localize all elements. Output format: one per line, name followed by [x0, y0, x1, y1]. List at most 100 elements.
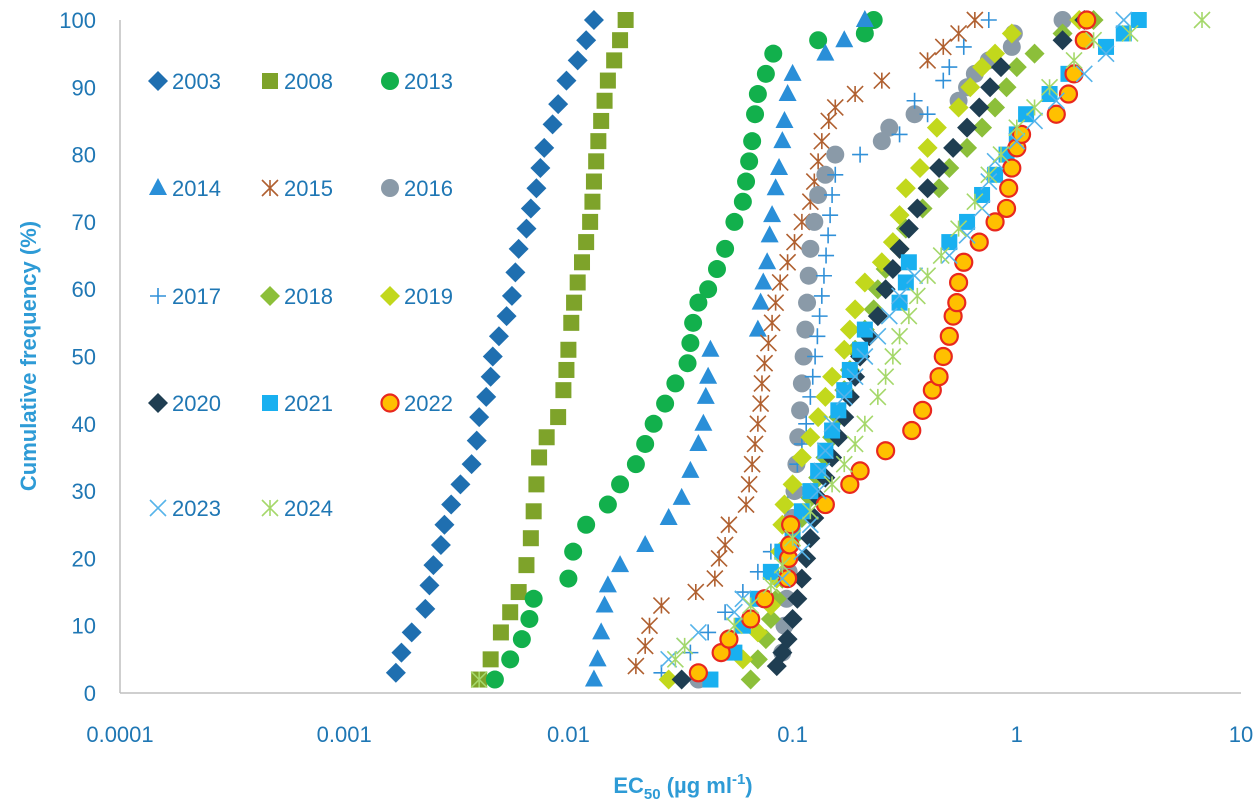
data-point [909, 158, 930, 179]
data-point [822, 207, 839, 224]
data-point [737, 495, 755, 514]
data-point [850, 461, 870, 481]
data-point [611, 475, 630, 494]
data-point [959, 213, 976, 230]
data-point [694, 413, 713, 431]
data-point [391, 642, 412, 663]
legend-item: 2022 [380, 391, 453, 416]
data-point [826, 145, 845, 164]
data-point [760, 608, 781, 629]
data-point [759, 334, 777, 352]
data-point [725, 212, 744, 231]
data-point [505, 262, 526, 283]
data-point [798, 293, 817, 312]
y-tick-label: 30 [72, 479, 96, 504]
data-point [1121, 24, 1139, 43]
data-point [763, 205, 782, 223]
data-point [1065, 51, 1083, 69]
data-point [808, 407, 829, 428]
data-point [560, 341, 577, 358]
data-point [969, 232, 989, 252]
data-point [450, 474, 471, 495]
data-point [856, 321, 873, 338]
data-point [891, 327, 909, 345]
data-point [583, 10, 604, 30]
data-point [846, 435, 864, 453]
data-point [599, 72, 616, 89]
legend-item: 2013 [381, 69, 453, 94]
data-point [798, 415, 815, 432]
data-point [919, 51, 937, 69]
data-point [720, 516, 738, 534]
data-point [801, 502, 819, 520]
data-point [827, 166, 844, 183]
y-tick-label: 60 [72, 277, 96, 302]
data-point [508, 238, 529, 259]
data-point [876, 441, 896, 461]
data-point [809, 482, 827, 500]
series-2013 [485, 11, 883, 689]
x-axis-title-main: EC [613, 773, 644, 798]
data-point [430, 534, 451, 555]
data-point [872, 132, 891, 151]
legend-marker [381, 179, 399, 197]
data-point [566, 294, 583, 311]
x-tick-label: 0.0001 [86, 722, 153, 747]
data-point [717, 604, 734, 621]
data-point [826, 98, 844, 117]
data-point [476, 386, 497, 407]
series-2024 [470, 11, 1211, 689]
legend-marker [150, 288, 166, 304]
legend-marker [261, 179, 279, 197]
data-point [791, 447, 812, 468]
series-2019 [658, 10, 1090, 690]
data-point [906, 267, 924, 285]
data-point [1085, 31, 1103, 49]
data-point [880, 307, 898, 325]
data-point [900, 307, 918, 325]
data-point [947, 293, 967, 313]
data-point [856, 415, 874, 433]
data-point [889, 238, 910, 259]
data-point [804, 368, 821, 385]
data-point [488, 326, 509, 347]
data-point [929, 158, 950, 179]
data-point [900, 254, 917, 271]
data-point [678, 354, 697, 373]
legend-marker [149, 178, 167, 195]
data-point [461, 454, 482, 475]
data-point [943, 137, 964, 158]
x-axis-title-unit: (µg ml [661, 773, 732, 798]
data-point [756, 64, 775, 83]
data-point [800, 427, 821, 448]
data-point [932, 246, 950, 265]
data-point [725, 617, 743, 635]
legend-item: 2020 [148, 391, 221, 416]
data-point [990, 57, 1011, 78]
data-point [902, 420, 922, 441]
data-point [941, 234, 958, 251]
legend-label: 2016 [404, 176, 453, 201]
data-point [563, 314, 580, 331]
data-point [996, 77, 1017, 98]
data-point [659, 508, 678, 526]
data-point [749, 415, 767, 433]
data-point [534, 137, 555, 158]
x-tick-label: 0.1 [777, 722, 808, 747]
data-point [813, 462, 831, 480]
data-point [681, 460, 700, 478]
legend-label: 2013 [404, 69, 453, 94]
data-point [813, 132, 831, 150]
data-point [482, 346, 503, 367]
legend-marker [262, 73, 278, 89]
x-tick-labels: 0.0001 0.001 0.01 0.1 1 10 [86, 722, 1253, 747]
data-point [740, 152, 759, 171]
data-point [636, 434, 655, 453]
data-point [747, 649, 768, 670]
data-point [792, 374, 811, 393]
data-point [917, 137, 938, 158]
data-point [869, 327, 887, 345]
legend-label: 2008 [284, 69, 333, 94]
data-point [737, 172, 756, 191]
legend-item: 2019 [380, 284, 453, 309]
